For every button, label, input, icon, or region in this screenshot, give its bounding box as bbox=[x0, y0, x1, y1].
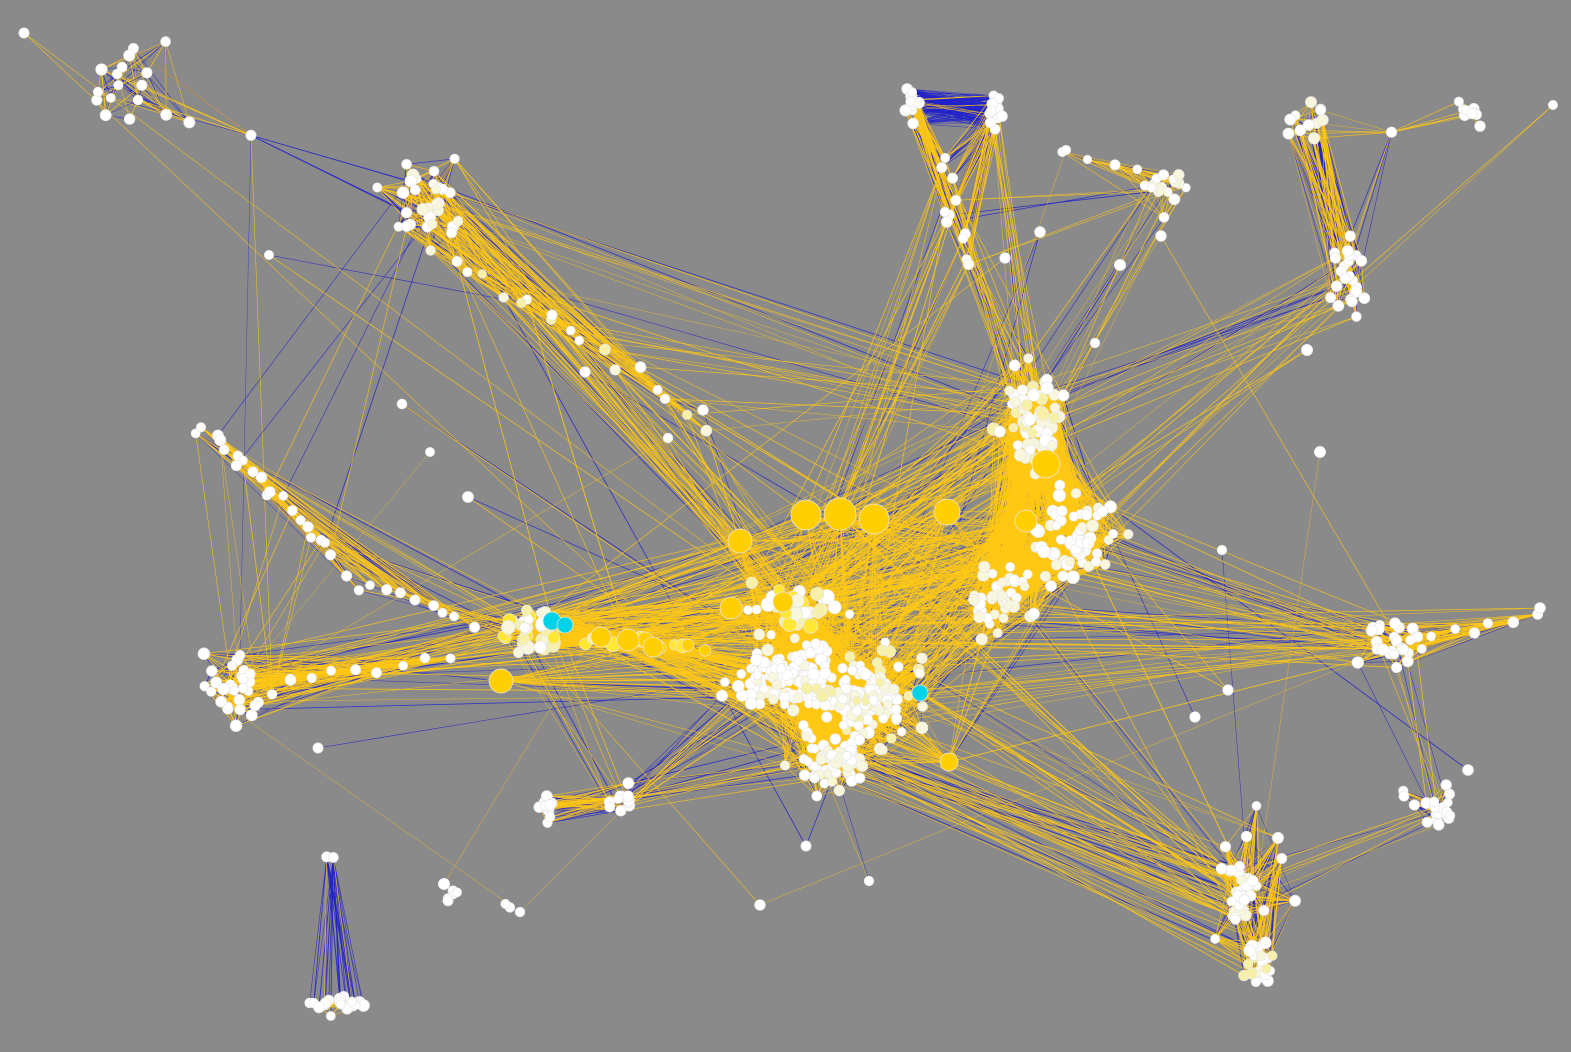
yellow-edge bbox=[165, 41, 167, 115]
blue-edge bbox=[1357, 661, 1408, 663]
blue-edge bbox=[242, 460, 475, 628]
blue-edge bbox=[1300, 130, 1365, 299]
blue-edge bbox=[326, 856, 356, 1005]
blue-edge bbox=[239, 135, 252, 656]
blue-edge bbox=[309, 856, 327, 1003]
yellow-edge bbox=[377, 187, 411, 225]
blue-edge bbox=[907, 88, 994, 96]
blue-edge bbox=[240, 695, 793, 710]
blue-edge bbox=[948, 577, 1074, 763]
yellow-edge bbox=[165, 41, 190, 123]
blue-edge bbox=[1013, 184, 1154, 395]
blue-edge bbox=[141, 85, 167, 115]
blue-edge bbox=[739, 412, 1017, 542]
blue-edge bbox=[325, 857, 334, 1004]
yellow-edge bbox=[438, 158, 455, 188]
blue-edge bbox=[118, 84, 190, 123]
yellow-edge bbox=[1349, 236, 1365, 299]
blue-edge bbox=[332, 857, 348, 1009]
blue-edge bbox=[1025, 286, 1357, 407]
blue-edge bbox=[1265, 858, 1283, 969]
yellow-edge bbox=[110, 97, 190, 123]
blue-edge bbox=[828, 772, 1255, 958]
blue-edge bbox=[508, 627, 611, 808]
blue-edge bbox=[910, 98, 999, 102]
blue-edge bbox=[912, 91, 992, 112]
blue-edge bbox=[318, 857, 334, 1008]
blue-edge bbox=[1026, 179, 1174, 406]
blue-edge bbox=[116, 73, 167, 115]
blue-edge bbox=[1396, 641, 1435, 802]
blue-edge bbox=[482, 273, 1014, 428]
blue-edge bbox=[609, 738, 836, 803]
blue-edge bbox=[1253, 837, 1279, 956]
blue-edge bbox=[547, 810, 621, 824]
blue-edge bbox=[133, 48, 190, 123]
yellow-edge bbox=[1288, 101, 1312, 134]
blue-edge bbox=[333, 857, 360, 1003]
blue-edge bbox=[129, 55, 190, 123]
blue-edge bbox=[1033, 297, 1331, 396]
blue-edge bbox=[1008, 604, 1379, 630]
blue-edge bbox=[324, 189, 443, 543]
blue-edge bbox=[1063, 280, 1354, 396]
blue-edge bbox=[250, 134, 433, 225]
blue-edge bbox=[547, 805, 630, 824]
blue-edge bbox=[317, 675, 758, 749]
blue-edge bbox=[377, 187, 423, 210]
yellow-edge bbox=[116, 73, 190, 123]
blue-edge bbox=[217, 174, 414, 436]
yellow-edge bbox=[146, 41, 166, 74]
blue-edge bbox=[889, 651, 1232, 871]
blue-edge bbox=[283, 189, 437, 497]
blue-edge bbox=[907, 88, 993, 105]
blue-edge bbox=[912, 91, 994, 97]
blue-edge bbox=[237, 455, 560, 628]
blue-edge bbox=[885, 628, 1413, 643]
blue-edge bbox=[919, 616, 1031, 694]
blue-edge bbox=[406, 158, 455, 165]
blue-edge bbox=[313, 856, 328, 1004]
blue-edge bbox=[313, 857, 334, 1004]
blue-edge bbox=[332, 857, 356, 1005]
blue-edge bbox=[1081, 526, 1378, 650]
yellow-edge bbox=[133, 48, 167, 115]
blue-edge bbox=[410, 180, 1034, 387]
blue-edge bbox=[332, 857, 342, 1005]
blue-edge bbox=[811, 748, 1252, 949]
blue-edge bbox=[859, 739, 1236, 893]
blue-edge bbox=[1349, 132, 1392, 237]
blue-edge bbox=[330, 857, 334, 1017]
blue-edge bbox=[333, 857, 364, 1006]
blue-edge bbox=[1062, 395, 1099, 509]
blue-edge bbox=[105, 99, 139, 116]
yellow-edge bbox=[128, 55, 139, 101]
